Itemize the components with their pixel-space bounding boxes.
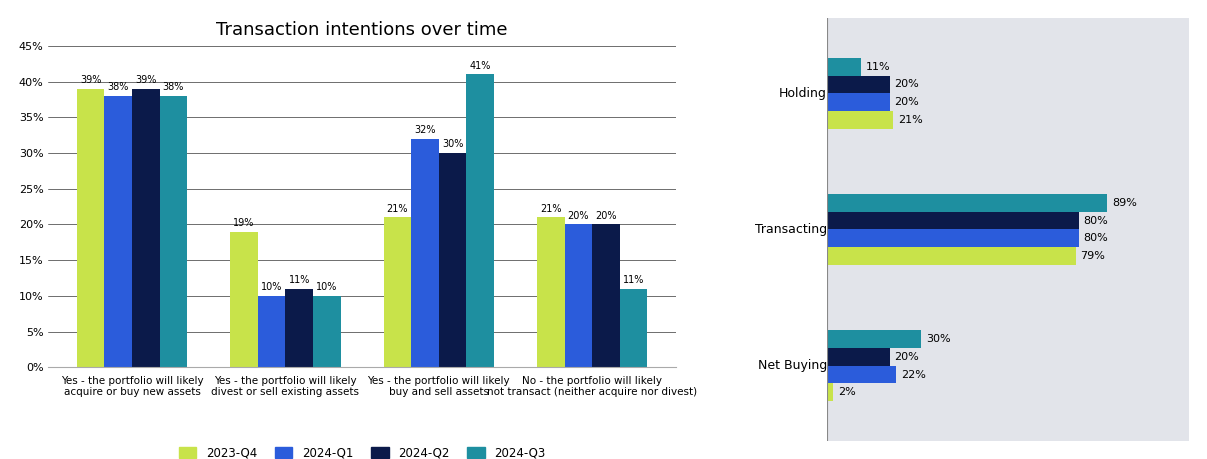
Bar [537, 217, 565, 367]
Text: 11%: 11% [867, 62, 891, 72]
Text: 32%: 32% [414, 125, 436, 135]
Text: 10%: 10% [316, 282, 338, 292]
Legend: 2023-Q4, 2024-Q1, 2024-Q2, 2024-Q3: 2023-Q4, 2024-Q1, 2024-Q2, 2024-Q3 [174, 442, 550, 459]
Text: 30%: 30% [926, 334, 951, 344]
Text: 20%: 20% [894, 79, 920, 90]
Text: 11%: 11% [288, 275, 310, 285]
Bar [132, 89, 159, 367]
Bar [439, 153, 466, 367]
Text: 41%: 41% [470, 61, 491, 71]
Text: Transacting: Transacting [754, 223, 827, 236]
Bar [466, 74, 494, 367]
Text: 39%: 39% [135, 75, 157, 85]
Bar [313, 296, 340, 367]
Text: 38%: 38% [107, 82, 129, 92]
Bar [827, 194, 1107, 212]
Text: 11%: 11% [623, 275, 645, 285]
Bar [827, 93, 890, 111]
Bar [258, 296, 285, 367]
Bar [827, 76, 890, 93]
Bar [827, 366, 896, 383]
Text: 22%: 22% [900, 369, 926, 380]
Text: 2%: 2% [838, 387, 856, 397]
Bar [565, 224, 593, 367]
Bar [593, 224, 619, 367]
Bar [619, 289, 647, 367]
Bar [412, 139, 439, 367]
Text: 38%: 38% [163, 82, 185, 92]
Text: 79%: 79% [1080, 251, 1106, 261]
Bar [231, 231, 258, 367]
Text: Net Buying: Net Buying [758, 359, 827, 372]
Bar [827, 348, 890, 366]
Bar [827, 230, 1079, 247]
Bar [827, 247, 1075, 265]
Bar [285, 289, 313, 367]
Text: 21%: 21% [386, 204, 408, 214]
Bar [384, 217, 412, 367]
Text: 20%: 20% [894, 97, 920, 107]
Text: 89%: 89% [1112, 198, 1137, 208]
Text: 20%: 20% [595, 211, 617, 221]
Text: 21%: 21% [540, 204, 561, 214]
Text: 10%: 10% [261, 282, 282, 292]
Bar [827, 111, 893, 129]
Bar [159, 96, 187, 367]
Text: 19%: 19% [233, 218, 255, 228]
Text: Holding: Holding [779, 87, 827, 100]
Bar [827, 212, 1079, 230]
Text: 80%: 80% [1084, 216, 1108, 226]
Bar [77, 89, 105, 367]
Bar [827, 58, 862, 76]
Text: 20%: 20% [894, 352, 920, 362]
Bar [105, 96, 132, 367]
Text: 39%: 39% [80, 75, 101, 85]
Bar [827, 383, 833, 401]
Title: Transaction intentions over time: Transaction intentions over time [216, 21, 508, 39]
Text: 20%: 20% [567, 211, 589, 221]
Text: 30%: 30% [442, 140, 463, 150]
Bar [827, 330, 921, 348]
Text: 80%: 80% [1084, 233, 1108, 243]
Text: 21%: 21% [898, 115, 922, 125]
